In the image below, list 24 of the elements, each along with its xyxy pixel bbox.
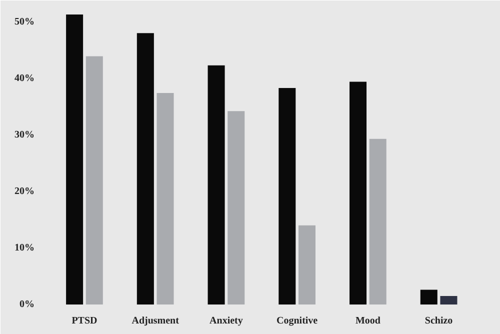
- bar: [228, 111, 245, 304]
- x-tick-label: Adjusment: [132, 316, 180, 326]
- bar: [420, 290, 438, 304]
- y-tick-label: 40%: [14, 72, 34, 84]
- bar: [208, 65, 225, 304]
- y-tick-label: 10%: [14, 242, 34, 254]
- x-tick-label: Anxiety: [210, 316, 243, 326]
- y-tick-label: 0%: [20, 299, 34, 310]
- bar: [278, 88, 296, 304]
- bar: [440, 296, 458, 304]
- bar: [66, 14, 84, 304]
- bar: [369, 138, 386, 304]
- y-tick-label: 20%: [14, 186, 34, 197]
- x-tick-label: Mood: [355, 316, 381, 326]
- x-tick-label: PTSD: [72, 316, 98, 326]
- y-tick-label: 50%: [14, 16, 34, 28]
- bar: [156, 93, 174, 304]
- bar: [350, 82, 367, 304]
- bar: [136, 33, 154, 304]
- bar: [298, 225, 316, 304]
- x-tick-label: Schizo: [424, 316, 453, 326]
- bar: [86, 56, 103, 304]
- x-tick-label: Cognitive: [276, 316, 318, 326]
- y-tick-label: 30%: [14, 129, 34, 140]
